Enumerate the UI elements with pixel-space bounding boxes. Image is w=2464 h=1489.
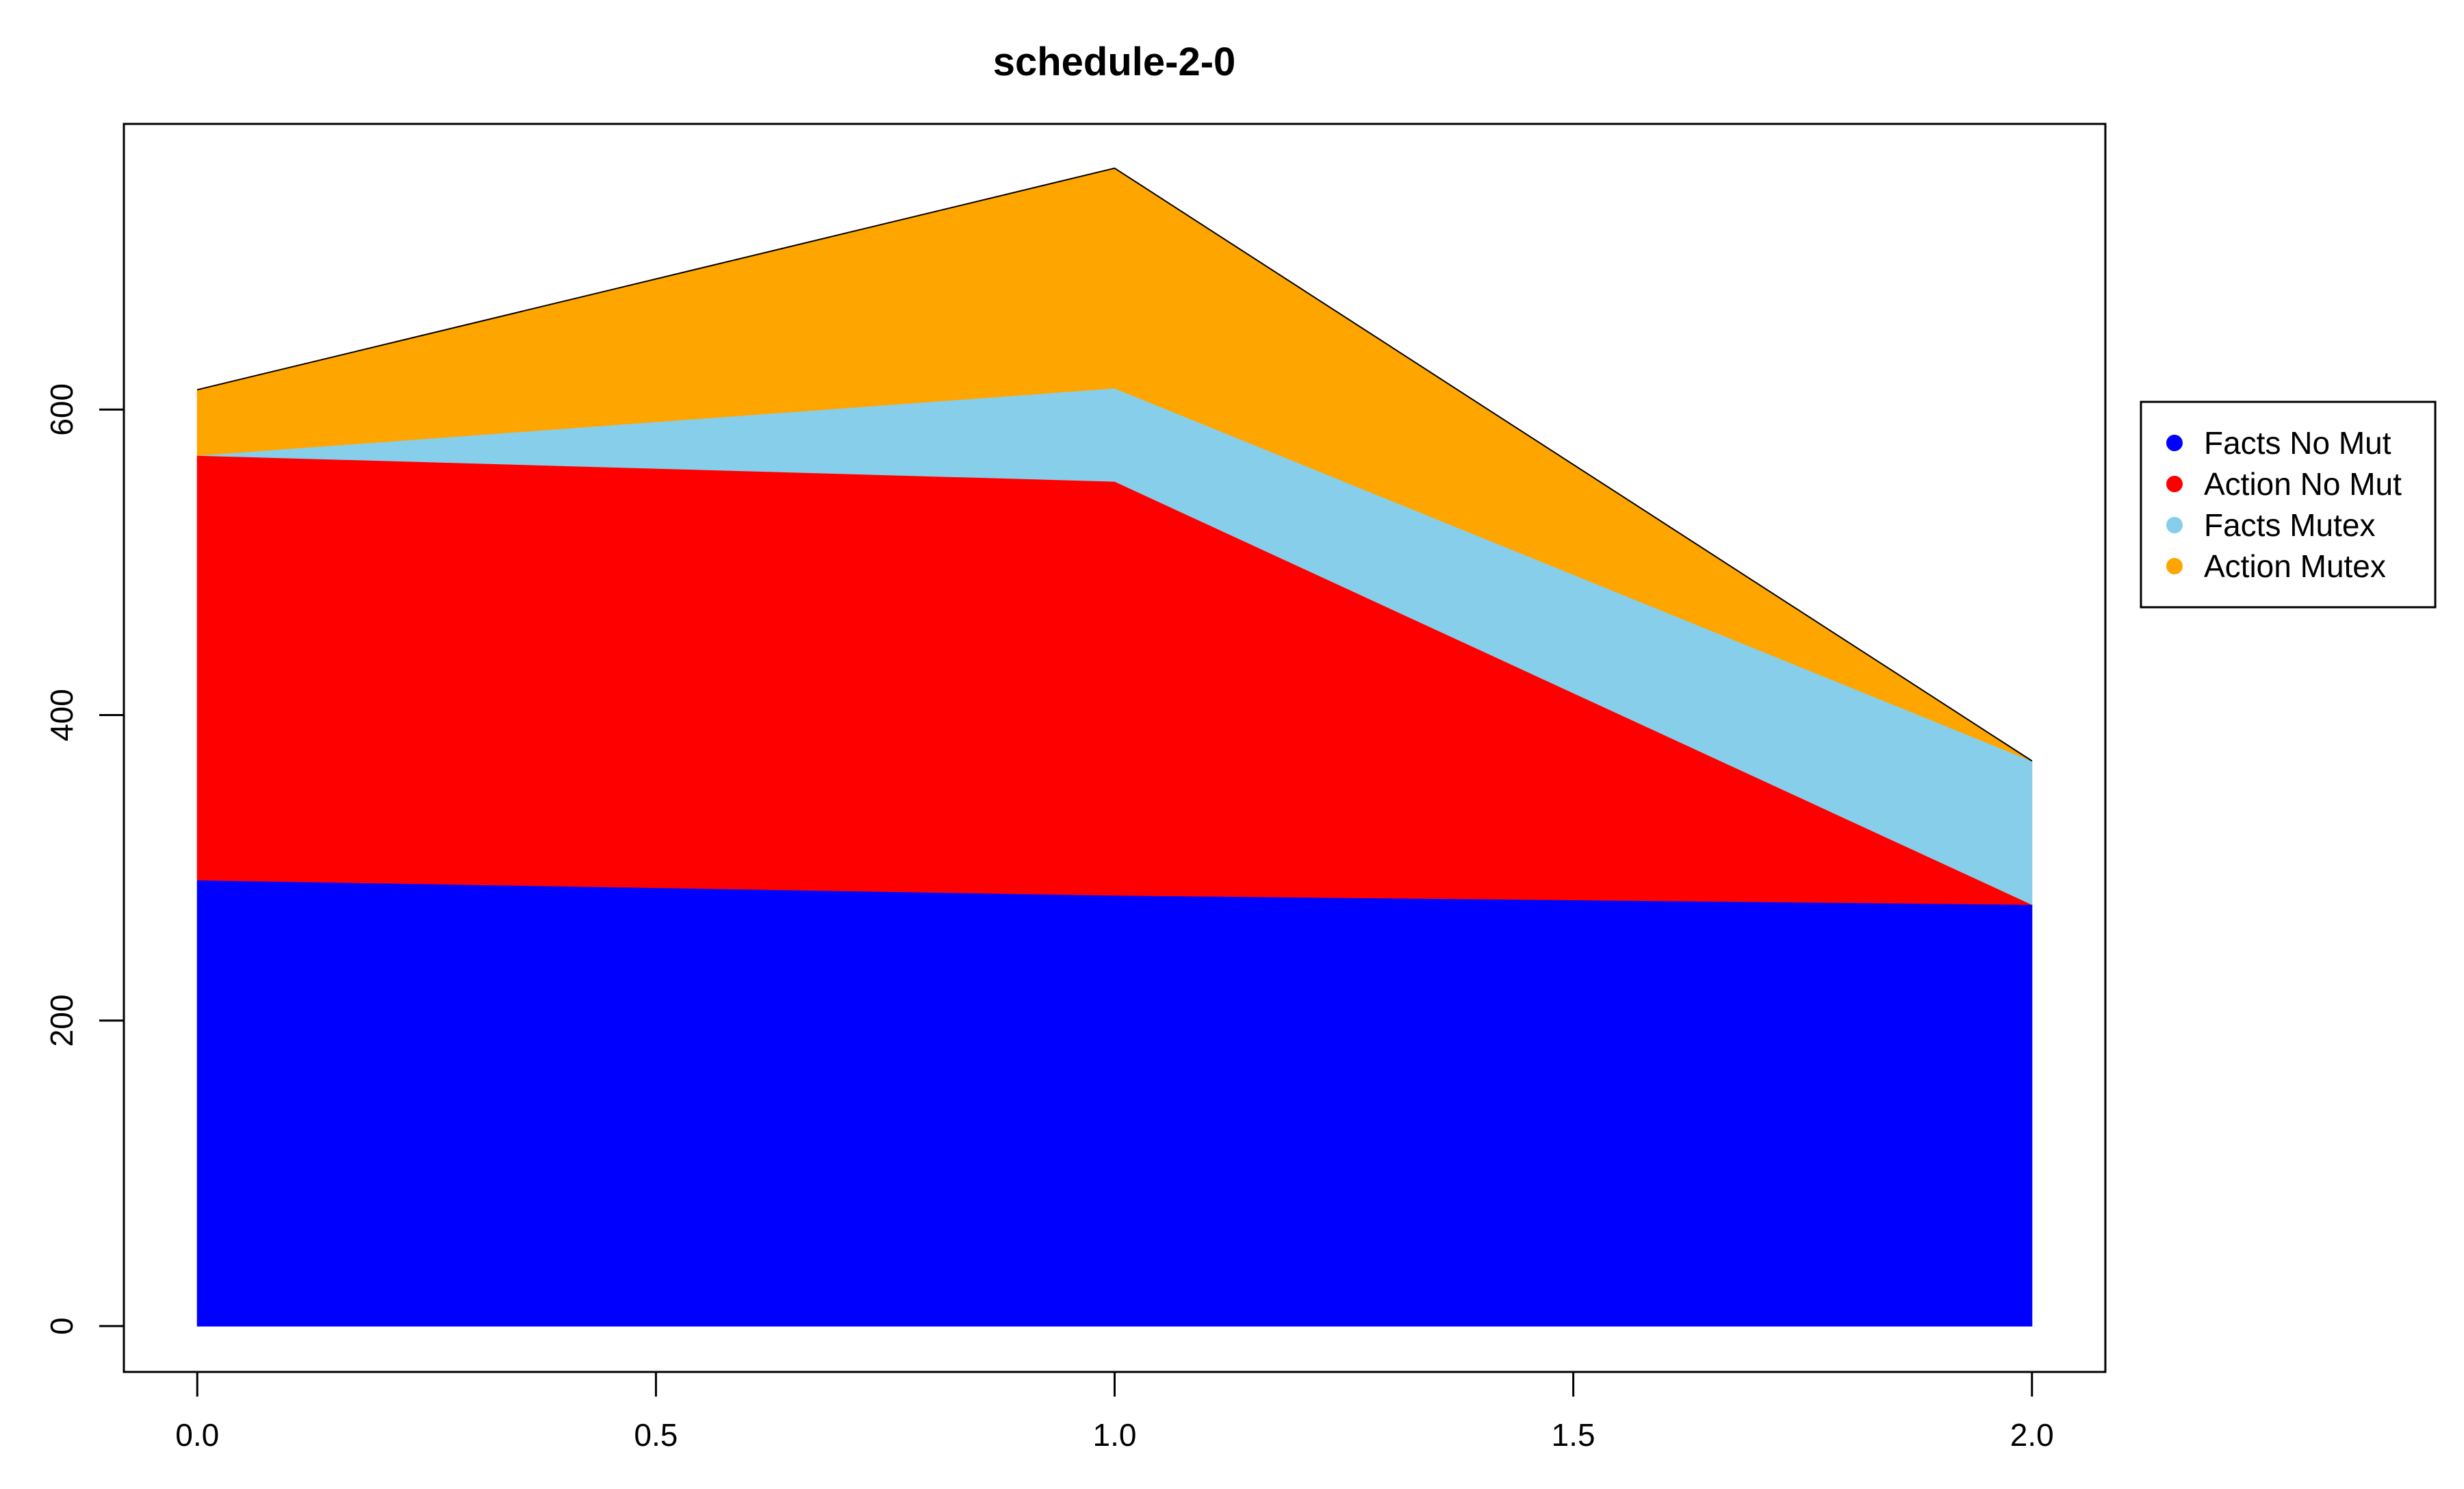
x-tick-label: 1.5 — [1552, 1417, 1595, 1453]
legend-marker — [2166, 558, 2183, 574]
y-tick-label: 400 — [44, 689, 79, 741]
y-tick-label: 0 — [44, 1317, 79, 1335]
chart-title: schedule-2-0 — [993, 40, 1236, 84]
legend-label: Facts No Mut — [2204, 425, 2391, 461]
y-tick-label: 600 — [44, 383, 79, 436]
y-axis: 0 200 400 600 — [44, 383, 125, 1335]
legend-marker — [2166, 476, 2183, 492]
x-tick-label: 0.5 — [634, 1417, 678, 1453]
legend-label: Facts Mutex — [2204, 507, 2376, 543]
x-tick-label: 1.0 — [1093, 1417, 1137, 1453]
legend-marker — [2166, 517, 2183, 533]
area-facts-no-mut — [196, 879, 2033, 1327]
plot-frame — [123, 123, 2107, 1373]
stack-top-line — [196, 167, 2033, 762]
legend-box — [2140, 400, 2437, 609]
x-tick-label: 2.0 — [2010, 1417, 2054, 1453]
y-tick-label: 200 — [44, 994, 79, 1047]
x-axis: 0.0 0.5 1.0 1.5 2.0 — [175, 1371, 2054, 1453]
legend-label: Action No Mut — [2204, 466, 2402, 502]
legend-marker — [2166, 435, 2183, 451]
legend: Facts No Mut Action No Mut Facts Mutex Acti… — [2140, 400, 2437, 609]
area-layers — [196, 167, 2033, 1327]
legend-label: Action Mutex — [2204, 548, 2386, 584]
x-tick-label: 0.0 — [175, 1417, 219, 1453]
